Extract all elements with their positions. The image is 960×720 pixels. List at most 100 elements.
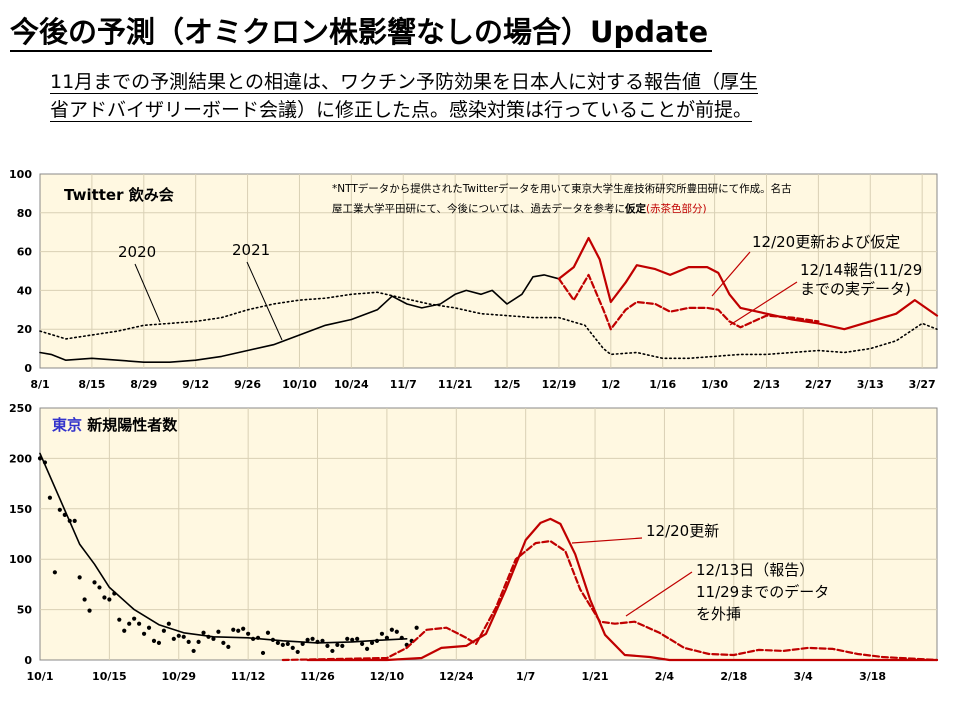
data-point	[280, 642, 285, 647]
y-tick-label: 0	[24, 362, 32, 375]
source-note-line-2: 屋工業大学平田研にて、今後については、過去データを参考に仮定(赤茶色部分)	[332, 202, 707, 215]
data-point	[186, 639, 191, 644]
y-tick-label: 150	[9, 503, 32, 516]
data-point	[290, 645, 295, 651]
x-tick-label: 12/5	[494, 378, 521, 391]
data-point	[176, 633, 181, 638]
data-point	[72, 518, 77, 523]
series-line-4	[557, 273, 820, 331]
x-tick-label: 12/24	[439, 670, 474, 683]
label-extrapolation-2: 11/29までのデータ	[696, 583, 829, 601]
data-point	[92, 580, 97, 585]
data-point	[87, 608, 92, 613]
data-point	[285, 641, 290, 646]
x-tick-label: 8/1	[30, 378, 49, 391]
data-point	[117, 617, 122, 622]
data-point	[226, 644, 231, 649]
data-point	[196, 639, 201, 644]
note-highlight: (赤茶色部分)	[646, 202, 707, 215]
y-tick-label: 80	[17, 207, 33, 220]
series-line-2	[39, 452, 408, 644]
data-point	[171, 636, 176, 641]
x-tick-label: 10/15	[92, 670, 127, 683]
y-tick-label: 0	[24, 654, 32, 667]
data-point	[275, 640, 280, 645]
y-axis-ticks: 0 50 100 150 200 250	[9, 402, 32, 667]
page-subtitle: 11月までの予測結果との相違は、ワクチン予防効果を日本人に対する報告値（厚生 省…	[50, 68, 930, 124]
data-point	[57, 507, 62, 512]
chart-twitter: 0 20 40 60 80 100 8/1 8/15 8/29 9/12 9/26 10/10 10/…	[9, 168, 939, 391]
title-rest: 新規陽性者数	[82, 416, 178, 434]
x-tick-label: 3/18	[859, 670, 886, 683]
x-axis-ticks: 8/1 8/15 8/29 9/12 9/26 10/10 10/24 11/7 11/21 12…	[30, 378, 935, 391]
x-tick-label: 9/12	[182, 378, 209, 391]
data-point	[241, 626, 246, 631]
leader-extrapolation	[625, 571, 693, 617]
data-point	[394, 629, 399, 634]
note-text: 屋工業大学平田研にて、今後については、過去データを参考に	[332, 202, 625, 215]
x-tick-label: 2/27	[805, 378, 832, 391]
data-point	[191, 648, 196, 654]
data-point	[355, 636, 360, 641]
data-point	[77, 575, 82, 580]
data-point	[231, 627, 236, 632]
series-group	[39, 236, 939, 363]
data-point	[211, 636, 216, 641]
x-tick-label: 1/16	[649, 378, 676, 391]
data-point	[216, 629, 221, 634]
y-tick-label: 100	[9, 553, 32, 566]
x-tick-label: 1/30	[701, 378, 728, 391]
x-tick-label: 2/18	[720, 670, 747, 683]
y-tick-label: 200	[9, 452, 32, 465]
data-point	[97, 585, 102, 590]
x-tick-label: 11/12	[231, 670, 266, 683]
series-line-4	[281, 540, 939, 662]
data-point	[320, 638, 325, 643]
title-city: 東京	[52, 416, 82, 434]
chart-title: 東京 新規陽性者数	[52, 416, 178, 434]
data-point	[310, 636, 315, 641]
data-point	[325, 643, 330, 648]
x-tick-label: 8/29	[130, 378, 157, 391]
data-point	[132, 616, 137, 621]
x-tick-label: 11/26	[300, 670, 335, 683]
x-tick-label: 3/4	[794, 670, 814, 683]
x-tick-label: 3/27	[909, 378, 936, 391]
x-tick-label: 10/1	[27, 670, 54, 683]
series-group	[37, 452, 939, 662]
data-point	[379, 631, 385, 636]
x-axis-ticks: 10/1 10/15 10/29 11/12 11/26 12/10 12/24 1/7 1/2…	[27, 670, 887, 683]
data-point	[265, 630, 271, 635]
x-tick-label: 1/21	[582, 670, 609, 683]
x-tick-label: 2/4	[655, 670, 675, 683]
x-tick-label: 3/13	[857, 378, 884, 391]
leader-2021	[246, 261, 283, 341]
data-point	[384, 635, 390, 640]
gridlines	[40, 408, 937, 660]
series-line-3	[557, 236, 939, 331]
label-update: 12/20更新および仮定	[752, 233, 900, 251]
data-point	[350, 637, 355, 642]
x-tick-label: 1/2	[601, 378, 620, 391]
x-tick-label: 2/13	[753, 378, 780, 391]
x-tick-label: 10/10	[282, 378, 317, 391]
data-point	[156, 640, 162, 645]
data-point	[52, 570, 57, 575]
data-point	[47, 495, 53, 500]
data-point	[236, 628, 241, 633]
chart-tokyo: 0 50 100 150 200 250 10/1 10/15 10/29 11/12 11/26…	[9, 402, 939, 683]
series-line-1	[39, 291, 938, 360]
leader-report	[729, 281, 798, 326]
data-point	[151, 638, 157, 643]
x-tick-label: 11/21	[438, 378, 473, 391]
page-title: 今後の予測（オミクロン株影響なしの場合）Update	[10, 14, 713, 52]
data-point	[330, 648, 335, 654]
label-2020: 2020	[118, 243, 156, 261]
x-tick-label: 8/15	[78, 378, 105, 391]
data-point	[137, 621, 142, 626]
y-tick-label: 100	[9, 168, 32, 181]
y-axis-ticks: 0 20 40 60 80 100	[9, 168, 32, 375]
x-tick-label: 11/7	[390, 378, 417, 391]
label-2021: 2021	[232, 241, 270, 259]
